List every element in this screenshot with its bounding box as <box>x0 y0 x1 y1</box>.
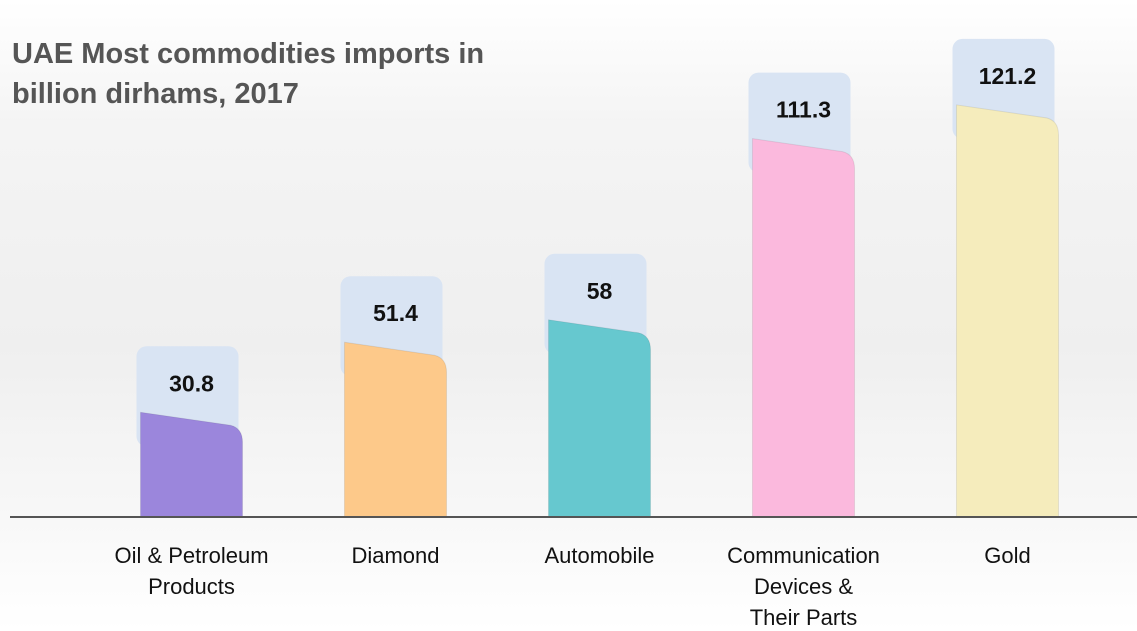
value-label: 58 <box>587 278 613 304</box>
bar <box>344 341 447 518</box>
x-tick-label: Diamond <box>351 543 440 568</box>
chart-title: UAE Most commodities imports in billion … <box>12 34 612 114</box>
chart-title-line-1: UAE Most commodities imports in <box>12 38 485 70</box>
bar <box>752 138 855 518</box>
bar <box>956 104 1059 518</box>
x-tick-label: Gold <box>984 543 1031 568</box>
bar <box>548 319 651 518</box>
x-tick-label: Communication Devices & Their Parts <box>727 543 880 630</box>
bar <box>140 411 243 518</box>
x-tick-label: Oil & Petroleum Products <box>114 543 269 599</box>
value-label: 111.3 <box>776 97 831 123</box>
value-label: 51.4 <box>373 300 418 326</box>
chart-title-line-2: billion dirhams, 2017 <box>12 78 299 110</box>
x-tick-label: Automobile <box>544 543 655 568</box>
value-label: 121.2 <box>979 63 1037 89</box>
value-label: 30.8 <box>169 370 214 396</box>
